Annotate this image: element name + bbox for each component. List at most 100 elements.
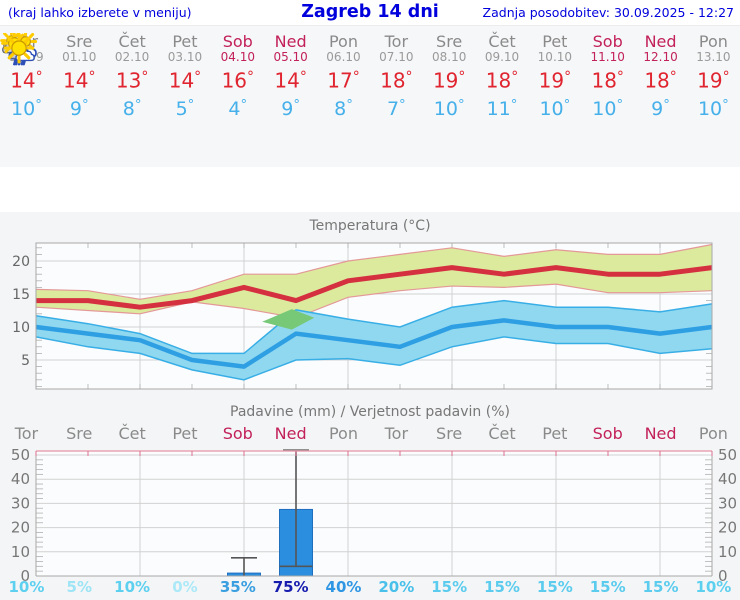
high-temp: 18° <box>591 67 624 92</box>
precip-day-label: Sob <box>222 424 253 443</box>
precip-ytick-label-right: 20 <box>718 519 737 537</box>
day-date: 11.10 <box>590 50 625 65</box>
precip-day-label: Pon <box>328 424 358 443</box>
low-temp: 10° <box>11 97 42 120</box>
low-temp: 10° <box>592 97 624 120</box>
precip-probability-row: 10% 5% 10% 0% 35% 75% 40% 20% 15% 15% 15% 15% 15% 10% <box>0 578 740 596</box>
low-temp: 4° <box>228 97 248 120</box>
temp-ytick-label: 10 <box>12 320 30 336</box>
day-date: 01.10 <box>62 50 97 65</box>
precip-day-label: Sre <box>66 424 93 443</box>
precip-prob-label: 10% <box>114 578 151 596</box>
precip-day-label: Pet <box>542 424 568 443</box>
high-temp: 18° <box>380 67 413 92</box>
precip-day-label: Tor <box>384 424 409 443</box>
day-column: Pon 13.10 19° 10° <box>3 28 740 120</box>
day-date: 10.10 <box>537 50 573 65</box>
day-date: 12.10 <box>643 50 678 65</box>
high-temp: 17° <box>327 67 360 92</box>
day-column: Sre 08.10 19° 10° <box>3 28 476 120</box>
low-temp: 8° <box>334 97 353 120</box>
day-column: Tor 07.10 18° 7° <box>1 28 423 120</box>
precip-ytick-label-right: 40 <box>718 470 737 488</box>
temperature-chart-title: Temperatura (°C) <box>309 218 431 234</box>
precip-ytick-label-right: 10 <box>718 543 737 561</box>
forecast-strip-background <box>0 25 740 168</box>
day-column: Pet 10.10 19° 10° <box>3 28 581 120</box>
precip-prob-label: 15% <box>642 578 679 596</box>
precip-day-label: Čet <box>118 424 146 443</box>
low-temp: 7° <box>386 97 406 120</box>
high-temp: 18° <box>485 67 519 92</box>
high-temp: 14° <box>168 67 202 92</box>
day-name: Tor <box>384 32 409 51</box>
day-column: Ned 05.10 14° 9° <box>0 28 317 120</box>
menu-hint-text: (kraj lahko izberete v meniju) <box>8 5 192 20</box>
precip-prob-label: 10% <box>695 578 732 596</box>
precip-prob-label: 15% <box>536 578 573 596</box>
low-temp: 10° <box>433 97 465 120</box>
precip-prob-label: 15% <box>484 578 520 596</box>
day-column: Čet 02.10 13° 8° <box>2 28 159 119</box>
high-temp: 19° <box>538 67 572 92</box>
low-temp: 10° <box>539 97 571 120</box>
day-name: Sob <box>592 32 623 51</box>
day-date: 13.10 <box>696 50 731 65</box>
high-temp: 14° <box>274 67 307 92</box>
temperature-chart: 5 10 15 20 <box>12 242 713 390</box>
day-date: 04.10 <box>220 50 255 65</box>
precip-ytick-label-left: 40 <box>11 470 30 488</box>
day-column: Ned 12.10 18° 9° <box>3 28 687 120</box>
precipitation-chart-title: Padavine (mm) / Verjetnost padavin (%) <box>230 404 510 420</box>
day-name: Ned <box>274 32 307 51</box>
high-temp: 16° <box>221 67 255 92</box>
day-name: Pet <box>172 32 198 51</box>
low-temp: 9° <box>651 97 670 120</box>
day-date: 07.10 <box>379 50 414 65</box>
precip-ytick-label-left: 0 <box>20 567 30 585</box>
high-temp: 14° <box>10 67 43 92</box>
precip-prob-label: 5% <box>66 578 92 596</box>
day-column: Pet 03.10 14° 5° <box>3 28 212 120</box>
precip-ytick-label-left: 30 <box>11 494 30 512</box>
low-temp: 9° <box>69 97 89 120</box>
high-temp: 18° <box>644 67 677 92</box>
precip-prob-label: 10% <box>8 578 45 596</box>
daily-forecast-strip: Tor 30.09 14° 10° Sre 01.10 14° 9° Čet 0… <box>0 28 740 119</box>
day-date: 02.10 <box>114 50 150 65</box>
day-name: Pon <box>328 32 358 51</box>
max-temp-line <box>36 265 713 310</box>
day-column: Sre 01.10 14° 9° <box>2 28 106 120</box>
precip-day-label: Čet <box>488 424 516 443</box>
precipitation-chart: 0 0 10 10 20 20 30 30 40 40 50 50 <box>11 446 737 585</box>
low-temp: 9° <box>281 97 301 120</box>
temp-ytick-label: 20 <box>12 254 30 270</box>
precip-ytick-label-right: 50 <box>718 446 737 464</box>
day-date: 05.10 <box>273 50 308 65</box>
precip-day-label: Ned <box>274 424 307 443</box>
low-temp: 10° <box>697 97 729 120</box>
high-temp: 19° <box>697 67 730 92</box>
day-column: Pon 06.10 17° 8° <box>2 28 370 120</box>
precip-ytick-label-left: 20 <box>11 519 30 537</box>
page-title: Zagreb 14 dni <box>301 2 439 22</box>
day-date: 06.10 <box>326 50 361 65</box>
low-temp: 5° <box>175 97 195 120</box>
precip-ytick-label-left: 50 <box>11 446 30 464</box>
precip-day-labels-row: Tor Sre Čet Pet Sob Ned Pon Tor Sre Čet Pet Sob Ned P… <box>0 424 740 443</box>
day-name: Pet <box>542 32 568 51</box>
day-name: Sre <box>66 32 93 51</box>
band-overlap <box>262 309 315 330</box>
temp-ytick-label: 15 <box>12 287 30 303</box>
temp-ytick-label: 5 <box>21 353 30 369</box>
precip-ytick-label-right: 30 <box>718 494 737 512</box>
precip-prob-label: 15% <box>431 578 468 596</box>
precip-day-label: Pet <box>172 424 198 443</box>
low-temp: 11° <box>486 97 518 120</box>
precip-day-label: Sob <box>592 424 623 443</box>
precip-ytick-label-left: 10 <box>11 543 30 561</box>
precip-day-label: Pon <box>698 424 728 443</box>
high-temp: 19° <box>432 67 466 92</box>
day-date: 03.10 <box>167 50 203 65</box>
day-name: Sob <box>222 32 253 51</box>
